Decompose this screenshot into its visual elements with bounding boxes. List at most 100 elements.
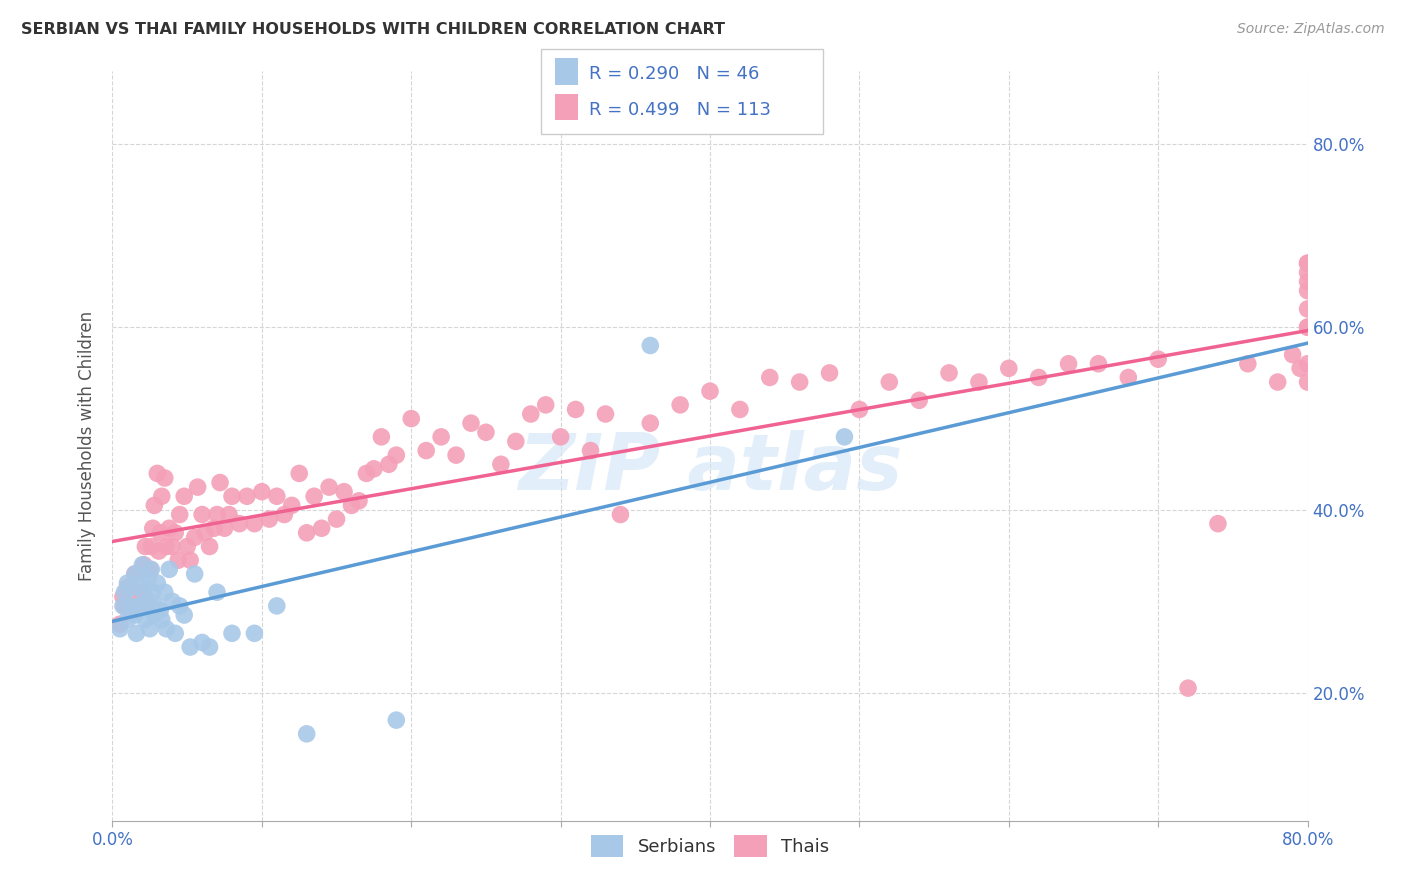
Point (579, 443, 602, 458)
Point (640, 416, 662, 430)
Point (444, 448, 467, 462)
Point (117, 581, 139, 595)
Point (183, 530, 205, 544)
Point (938, 366, 960, 380)
Point (120, 599, 142, 613)
Point (834, 430, 856, 444)
Point (1296, 256, 1319, 270)
Point (1147, 352, 1170, 367)
Point (520, 407, 543, 421)
Point (281, 499, 304, 513)
Point (564, 402, 586, 417)
Point (378, 457, 401, 471)
Point (879, 375, 901, 389)
Point (1289, 361, 1312, 376)
Point (198, 640, 221, 654)
Point (347, 493, 370, 508)
Point (149, 603, 172, 617)
Point (131, 599, 153, 613)
Point (1087, 357, 1109, 371)
Point (370, 430, 392, 444)
Text: R = 0.290   N = 46: R = 0.290 N = 46 (589, 65, 759, 83)
Point (908, 393, 931, 408)
Point (173, 489, 195, 503)
Point (1057, 357, 1080, 371)
Point (1296, 301, 1319, 316)
Point (266, 489, 288, 503)
Point (111, 590, 134, 604)
Point (243, 626, 266, 640)
Point (789, 375, 811, 389)
Point (1296, 320, 1319, 334)
Point (273, 508, 295, 522)
Point (333, 484, 356, 499)
Point (325, 512, 347, 526)
Point (198, 540, 221, 554)
Point (165, 626, 187, 640)
Point (183, 566, 205, 581)
Point (143, 608, 166, 623)
Point (179, 553, 201, 567)
Point (728, 402, 751, 417)
Point (117, 613, 139, 627)
Point (1296, 256, 1319, 270)
Point (131, 558, 153, 572)
Point (150, 489, 173, 503)
Point (135, 599, 157, 613)
Legend: Serbians, Thais: Serbians, Thais (583, 828, 837, 864)
Point (157, 521, 180, 535)
Point (1296, 265, 1319, 279)
Point (143, 499, 166, 513)
Point (108, 622, 131, 636)
Point (250, 484, 273, 499)
Point (132, 558, 155, 572)
Point (356, 467, 378, 481)
Point (128, 599, 150, 613)
Point (129, 576, 152, 591)
Point (699, 384, 721, 399)
Point (318, 480, 340, 494)
Point (125, 603, 148, 617)
Point (1296, 284, 1319, 298)
Point (609, 508, 631, 522)
Point (139, 562, 162, 576)
Point (259, 512, 281, 526)
Point (1237, 357, 1260, 371)
Point (131, 585, 153, 599)
Point (187, 480, 209, 494)
Point (640, 338, 662, 352)
Point (595, 407, 617, 421)
Point (142, 521, 165, 535)
Point (295, 727, 318, 741)
Point (153, 471, 176, 485)
Point (534, 398, 557, 412)
Point (385, 448, 408, 462)
Point (430, 430, 453, 444)
Point (1206, 516, 1229, 531)
Point (288, 467, 311, 481)
Point (134, 540, 156, 554)
Point (169, 599, 191, 613)
Point (121, 581, 143, 595)
Point (162, 594, 183, 608)
Point (153, 585, 176, 599)
Point (460, 416, 482, 430)
Text: SERBIAN VS THAI FAMILY HOUSEHOLDS WITH CHILDREN CORRELATION CHART: SERBIAN VS THAI FAMILY HOUSEHOLDS WITH C… (21, 22, 725, 37)
Point (194, 525, 217, 540)
Point (167, 553, 190, 567)
Point (139, 622, 162, 636)
Point (214, 521, 236, 535)
Point (114, 585, 135, 599)
Point (142, 585, 165, 599)
Point (111, 599, 134, 613)
Point (146, 467, 169, 481)
Point (848, 402, 870, 417)
Point (120, 603, 142, 617)
Point (302, 489, 325, 503)
Point (165, 525, 187, 540)
Text: ZIP atlas: ZIP atlas (517, 431, 903, 507)
Point (818, 366, 841, 380)
Text: R = 0.499   N = 113: R = 0.499 N = 113 (589, 101, 770, 119)
Point (759, 370, 782, 384)
Point (1028, 370, 1050, 384)
